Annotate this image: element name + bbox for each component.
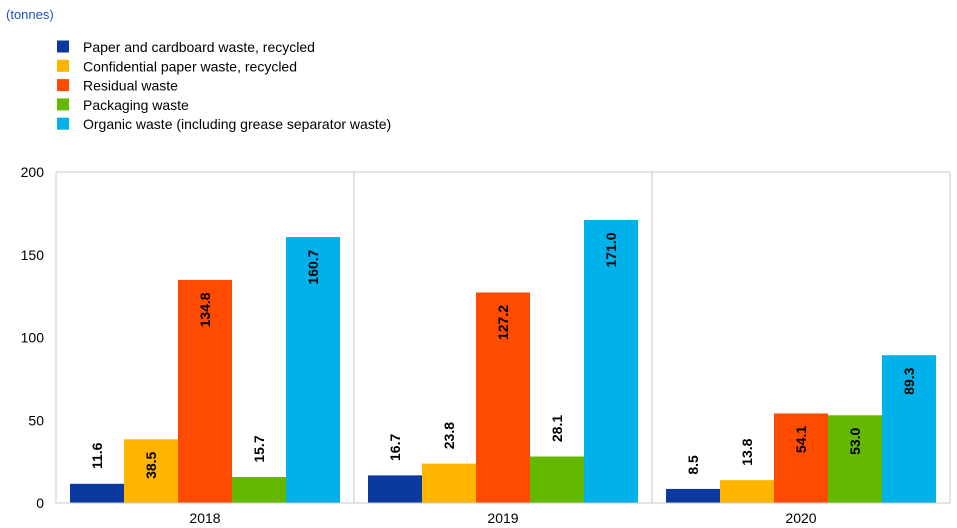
bar-confidential-paper-waste-recycled-2018 (124, 439, 178, 503)
bar-paper-and-cardboard-waste-recycled-2018 (70, 483, 124, 503)
bar-residual-waste-2019 (476, 292, 530, 503)
plot-area: 0 50 100 150 200 11.6 38.5 134.8 15.7 160.7 2018 16… (21, 164, 951, 526)
bar-packaging-waste-2018 (232, 477, 286, 503)
data-label-residual-waste-2018: 134.8 (197, 292, 213, 327)
legend-swatch-organic-waste-including-grease-separator-waste (57, 117, 69, 130)
bar-confidential-paper-waste-recycled-2020 (720, 480, 774, 503)
bar-confidential-paper-waste-recycled-2019 (422, 463, 476, 503)
data-label-organic-waste-including-grease-separator-waste-2020: 89.3 (901, 367, 917, 394)
legend-swatch-confidential-paper-waste-recycled (57, 59, 69, 72)
y-tick-label: 200 (21, 164, 45, 180)
data-label-residual-waste-2020: 54.1 (793, 426, 809, 453)
bar-residual-waste-2018 (178, 279, 232, 503)
bar-organic-waste-including-grease-separator-waste-2018 (286, 237, 340, 503)
legend-swatch-paper-and-cardboard-waste-recycled (57, 40, 69, 53)
data-label-packaging-waste-2020: 53.0 (847, 427, 863, 454)
data-label-confidential-paper-waste-recycled-2019: 23.8 (441, 422, 457, 449)
data-label-organic-waste-including-grease-separator-waste-2018: 160.7 (305, 249, 321, 284)
legend-label-organic-waste-including-grease-separator-waste: Organic waste (including grease separato… (83, 116, 391, 132)
y-tick-label: 0 (36, 495, 44, 511)
legend-swatch-residual-waste (57, 79, 69, 92)
data-label-paper-and-cardboard-waste-recycled-2020: 8.5 (685, 455, 701, 475)
data-label-residual-waste-2019: 127.2 (495, 305, 511, 340)
x-category-label-2020: 2020 (785, 510, 816, 526)
data-label-packaging-waste-2019: 28.1 (549, 415, 565, 442)
bar-packaging-waste-2020 (828, 415, 882, 503)
x-category-label-2018: 2018 (189, 510, 220, 526)
y-tick-label: 50 (28, 412, 44, 428)
data-label-confidential-paper-waste-recycled-2018: 38.5 (143, 451, 159, 478)
legend-label-packaging-waste: Packaging waste (83, 97, 189, 113)
legend-label-confidential-paper-waste-recycled: Confidential paper waste, recycled (83, 58, 297, 74)
bar-paper-and-cardboard-waste-recycled-2019 (368, 475, 422, 503)
legend-swatch-packaging-waste (57, 98, 69, 111)
bar-paper-and-cardboard-waste-recycled-2020 (666, 488, 720, 503)
y-tick-label: 150 (21, 247, 45, 263)
data-label-packaging-waste-2018: 15.7 (251, 435, 267, 462)
bar-organic-waste-including-grease-separator-waste-2020 (882, 355, 936, 503)
bar-packaging-waste-2019 (530, 456, 584, 503)
unit-label: (tonnes) (6, 7, 54, 22)
data-label-confidential-paper-waste-recycled-2020: 13.8 (739, 438, 755, 465)
y-tick-label: 100 (21, 330, 45, 346)
legend-label-paper-and-cardboard-waste-recycled: Paper and cardboard waste, recycled (83, 39, 315, 55)
legend: Paper and cardboard waste, recycled Confi… (57, 39, 391, 132)
data-label-paper-and-cardboard-waste-recycled-2018: 11.6 (89, 442, 105, 469)
data-label-organic-waste-including-grease-separator-waste-2019: 171.0 (603, 232, 619, 267)
bar-residual-waste-2020 (774, 413, 828, 503)
x-category-label-2019: 2019 (487, 510, 518, 526)
legend-label-residual-waste: Residual waste (83, 78, 178, 94)
data-label-paper-and-cardboard-waste-recycled-2019: 16.7 (387, 434, 403, 461)
bar-organic-waste-including-grease-separator-waste-2019 (584, 219, 638, 503)
